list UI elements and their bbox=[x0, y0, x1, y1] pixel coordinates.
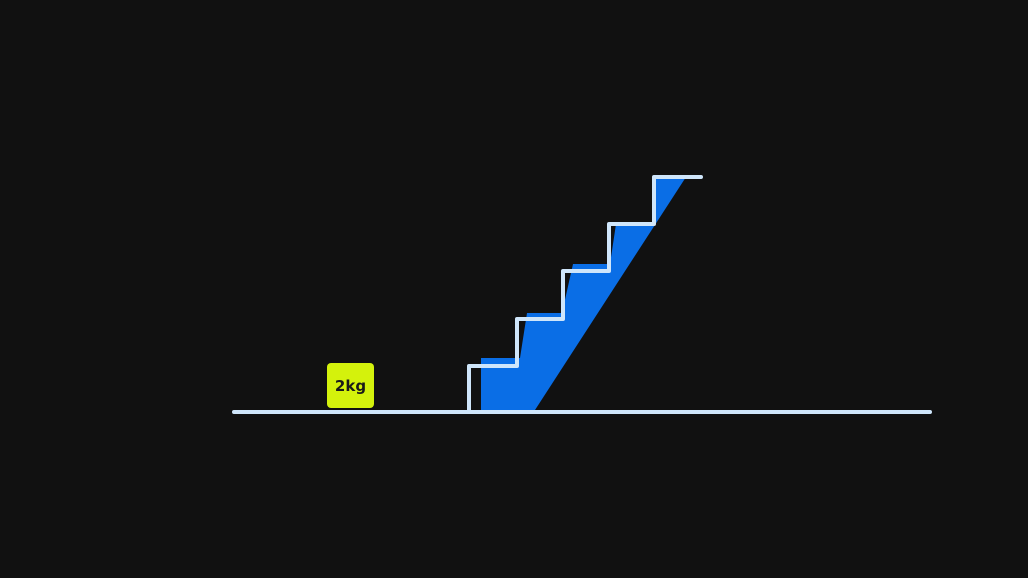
staircase-fill bbox=[481, 177, 686, 410]
staircase-outline bbox=[467, 175, 703, 413]
weight-block[interactable]: 2kg bbox=[327, 363, 374, 408]
weight-label: 2kg bbox=[334, 376, 367, 395]
